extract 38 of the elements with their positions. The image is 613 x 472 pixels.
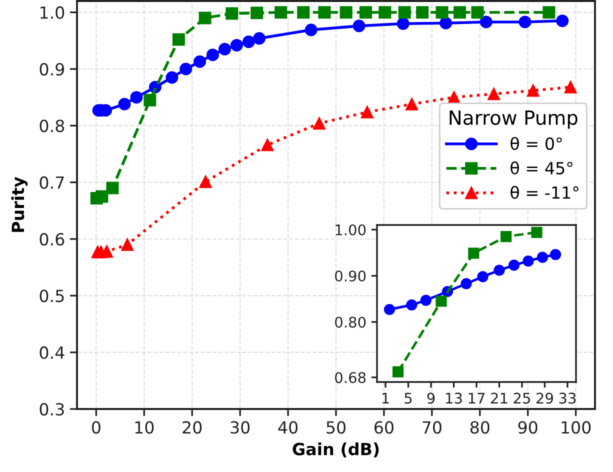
x-tick-label: 1 [382,392,389,404]
x-tick-label: 70 [422,421,442,434]
x-axis-title: Gain (dB) [292,442,379,458]
y-tick-label: 0.3 [40,402,64,416]
x-tick-label: 21 [491,392,508,404]
y-tick-label: 0.4 [40,346,64,359]
x-tick-label: 10 [135,421,154,434]
y-tick-label: 0.90 [335,270,366,282]
y-tick-label: 1.0 [40,6,64,19]
y-tick-label: 0.7 [40,176,64,189]
x-tick-label: 50 [326,421,346,434]
y-tick-label: 0.80 [335,316,366,328]
y-tick-label: 0.68 [335,372,366,384]
y-tick-label: 1.00 [336,224,366,236]
y-tick-label: 0.5 [40,290,64,302]
x-tick-label: 0 [92,421,100,434]
legend-label: θ = 45° [510,161,572,174]
x-tick-label: 9 [427,392,435,404]
x-tick-label: 100 [562,421,591,434]
y-axis-title: Purity [11,176,28,232]
x-tick-label: 5 [404,392,412,404]
x-tick-label: 25 [514,392,530,404]
x-tick-label: 60 [374,421,394,434]
x-tick-label: 80 [470,421,490,434]
x-tick-label: 20 [182,421,202,434]
x-tick-label: 13 [446,392,462,404]
x-tick-label: 29 [536,392,553,404]
legend-label: θ = -11° [510,186,578,199]
legend-label: θ = 0° [510,136,562,150]
y-tick-label: 0.6 [40,232,64,246]
x-tick-label: 90 [518,421,538,434]
x-tick-label: 17 [468,392,485,404]
x-tick-label: 40 [278,421,298,434]
y-tick-label: 0.9 [40,62,64,76]
x-tick-label: 33 [559,392,576,404]
y-tick-label: 0.8 [40,120,64,132]
legend-title: Narrow Pump [450,110,578,129]
x-tick-label: 30 [230,421,250,434]
